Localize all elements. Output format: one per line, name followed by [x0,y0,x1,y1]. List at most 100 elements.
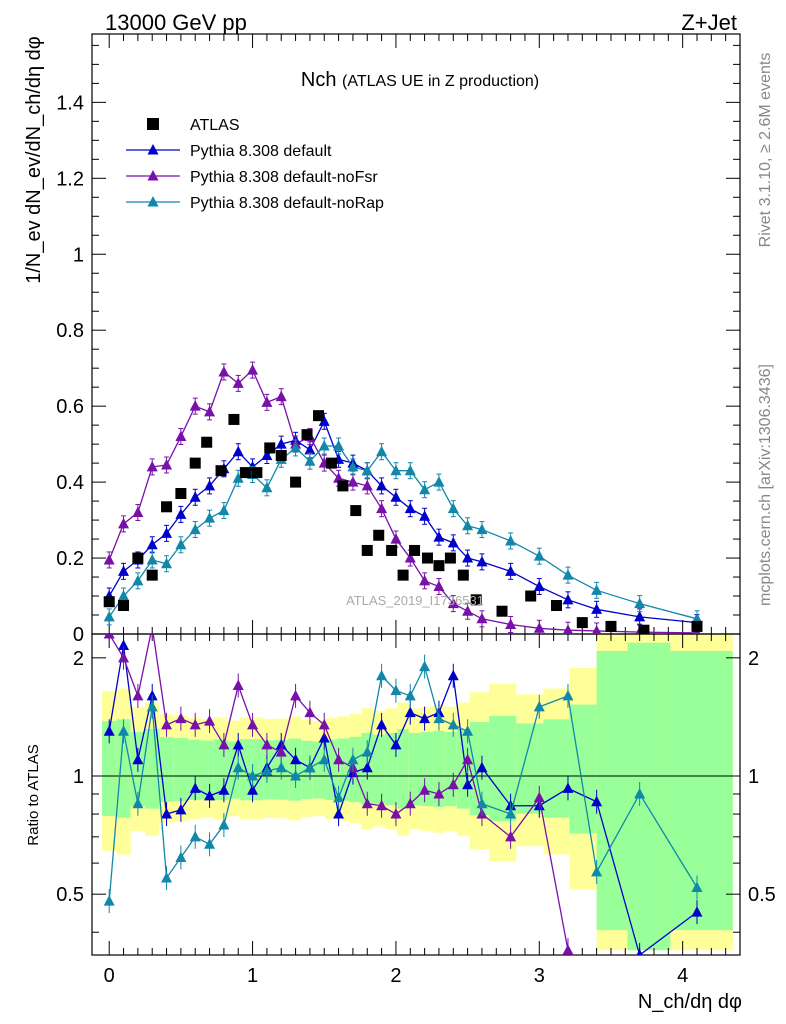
x-tick-label: 3 [534,965,545,987]
band-stat [569,704,597,834]
point-atlas [457,569,469,581]
band-stat [543,719,570,818]
point-atlas [175,487,187,499]
ratio-point-default [232,738,244,750]
ratio-tick-label: 0.5 [56,884,84,906]
band-stat [173,737,189,802]
point-noFsr [447,597,459,609]
ratio-point-noFsr [591,975,602,986]
point-noFsr [204,405,216,417]
legend-marker [147,144,159,155]
band-stat [408,733,422,806]
point-atlas [409,544,421,556]
point-atlas [337,480,349,492]
point-default [318,415,330,426]
ratio-point-noFsr [562,944,574,955]
point-noFsr [218,365,230,377]
ratio-point-default [376,718,388,730]
point-noRap [419,483,431,495]
point-noFsr [361,479,373,491]
point-atlas [103,596,115,608]
point-atlas [290,476,302,488]
point-noRap [404,464,416,476]
point-default [476,555,488,567]
point-noFsr [189,400,201,411]
ratio-point-default [636,949,643,955]
ratio-marks [103,634,703,986]
ratio-point-default [361,761,373,773]
ratio-point-noRap [132,797,144,809]
ratio-point-noFsr [447,778,459,790]
point-noFsr [161,459,173,470]
legend-label: ATLAS [190,117,240,134]
point-noRap [361,464,373,476]
legend-marker-atlas [147,118,159,130]
ratio-point-noRap [691,881,703,893]
point-atlas [421,552,433,564]
point-noRap [634,597,646,609]
ratio-point-default [175,803,187,815]
point-atlas [444,552,456,564]
ratio-point-noFsr [433,787,445,799]
ratio-point-noRap [218,819,230,830]
ratio-point-default [462,778,474,790]
ratio-point-noFsr [404,797,416,809]
ratio-point-noRap [290,770,302,781]
ratio-point-default [204,789,216,801]
point-noRap [318,440,330,451]
point-atlas [470,594,482,606]
plot-title: Nch (ATLAS UE in Z production) [301,69,539,91]
ratio-point-noFsr [333,753,345,765]
ratio-point-default [390,738,402,750]
rivet-label: Rivet 3.1.10, ≥ 2.6M events [757,53,774,248]
ratio-point-noRap [462,725,474,736]
y-tick-label: 1.4 [56,92,84,114]
ratio-point-noRap [505,808,517,819]
point-noFsr [247,364,259,375]
legend-label: Pythia 8.308 default-noRap [190,195,384,212]
point-noRap [333,440,345,451]
point-noFsr [390,533,402,544]
band-stat [116,719,131,818]
point-atlas [215,465,227,477]
ratio-point-noFsr [361,797,373,809]
ratio-point-default [419,712,431,724]
band-stat [288,738,302,801]
point-atlas [361,544,373,556]
point-atlas [325,457,337,469]
ratio-point-noFsr [462,753,474,765]
band-stat [372,734,386,804]
point-default [376,479,388,491]
point-atlas [550,600,562,612]
data-marks [103,361,703,986]
legend-label: Pythia 8.308 default-noFsr [190,169,378,186]
y-tick-label: 0 [73,624,84,646]
ratio-point-noRap [261,764,273,776]
ratio-point-default [161,808,173,819]
point-noRap [232,472,244,483]
point-default [447,536,459,548]
point-atlas [605,620,617,632]
ratio-point-noRap [562,689,574,701]
ratio-point-noFsr [103,634,115,639]
ratio-point-noRap [333,791,345,803]
point-noFsr [333,472,345,483]
band-stat [188,739,201,800]
point-noFsr [376,502,388,514]
ratio-tick-label: 1 [748,766,759,788]
point-noFsr [347,476,359,487]
band-stat [433,730,445,808]
point-atlas [251,467,263,479]
point-noRap [261,481,273,493]
ratio-point-default [103,725,115,736]
main-marks [103,361,703,634]
point-noRap [376,445,388,457]
ratio-point-noRap [390,684,402,696]
ratio-point-default [447,669,459,681]
legend-marker [147,196,159,207]
point-noRap [505,534,517,546]
point-noFsr [533,622,545,633]
point-default [419,510,431,521]
ratio-point-noFsr [419,784,431,795]
y-tick-label: 0.8 [56,320,84,342]
